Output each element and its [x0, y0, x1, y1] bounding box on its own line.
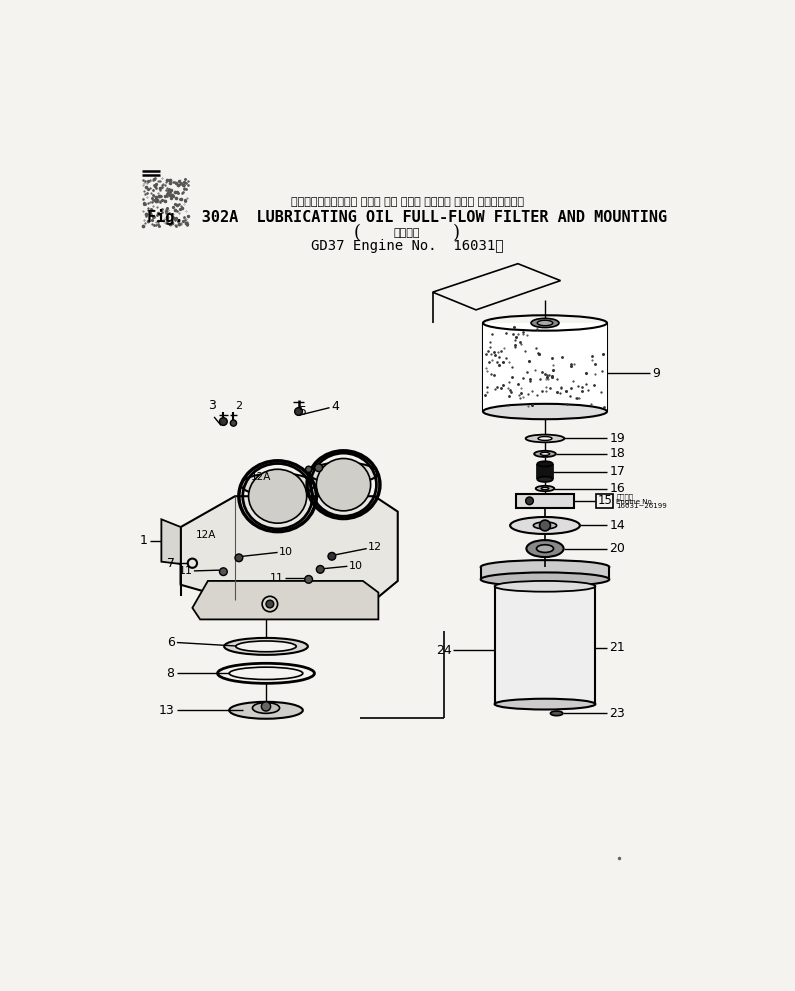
Circle shape	[304, 576, 312, 584]
Text: 12: 12	[368, 542, 382, 552]
Polygon shape	[192, 581, 378, 619]
Ellipse shape	[309, 463, 378, 484]
Text: ルーブリケーティング オイル フル フロー フィルタ および マウンティング: ルーブリケーティング オイル フル フロー フィルタ および マウンティング	[290, 197, 524, 207]
Circle shape	[328, 552, 335, 560]
Ellipse shape	[253, 703, 280, 714]
Ellipse shape	[533, 522, 556, 529]
Ellipse shape	[494, 699, 595, 710]
Text: 15: 15	[598, 495, 613, 507]
Text: 11: 11	[178, 566, 192, 576]
Bar	[494, 587, 595, 705]
Text: 19: 19	[609, 432, 625, 445]
Ellipse shape	[550, 712, 563, 716]
Circle shape	[219, 568, 227, 576]
Text: GD37 Engine No.  16031～: GD37 Engine No. 16031～	[311, 239, 503, 253]
Text: 14: 14	[609, 519, 625, 532]
Ellipse shape	[538, 437, 552, 440]
Circle shape	[295, 407, 302, 415]
Text: 7: 7	[166, 557, 175, 570]
Ellipse shape	[531, 318, 559, 328]
Circle shape	[525, 497, 533, 504]
Text: 23: 23	[609, 707, 625, 719]
Text: 9: 9	[652, 367, 660, 380]
Bar	[596, 494, 613, 507]
Ellipse shape	[224, 638, 308, 655]
Text: ): )	[452, 224, 460, 242]
Ellipse shape	[481, 560, 609, 574]
Text: 2: 2	[235, 401, 242, 411]
Text: 20: 20	[609, 542, 625, 555]
Text: 適用号機: 適用号機	[394, 228, 421, 238]
Circle shape	[231, 420, 237, 426]
Ellipse shape	[537, 320, 553, 326]
Circle shape	[219, 417, 227, 425]
Text: Engine No.: Engine No.	[616, 498, 654, 504]
Text: 8: 8	[166, 667, 175, 680]
Text: Fig.  302A  LUBRICATING OIL FULL-FLOW FILTER AND MOUNTING: Fig. 302A LUBRICATING OIL FULL-FLOW FILT…	[147, 209, 667, 226]
Text: 13: 13	[159, 704, 175, 716]
Ellipse shape	[510, 517, 580, 534]
Bar	[481, 567, 609, 580]
Text: 12A: 12A	[250, 472, 271, 482]
Polygon shape	[180, 496, 398, 601]
Ellipse shape	[481, 573, 609, 587]
Ellipse shape	[229, 667, 303, 680]
Text: 17: 17	[609, 465, 625, 478]
Ellipse shape	[534, 451, 556, 457]
Bar	[515, 494, 575, 507]
Ellipse shape	[236, 641, 297, 652]
Text: (: (	[354, 224, 361, 242]
Ellipse shape	[525, 435, 564, 442]
Bar	[537, 464, 553, 480]
Circle shape	[266, 601, 273, 607]
Text: 6: 6	[167, 636, 175, 649]
Text: 21: 21	[609, 641, 625, 654]
Ellipse shape	[241, 473, 315, 496]
Ellipse shape	[249, 470, 307, 523]
Text: 10: 10	[279, 547, 293, 557]
Text: 適用年式: 適用年式	[616, 493, 634, 499]
Text: 16: 16	[609, 482, 625, 496]
Text: 4: 4	[331, 399, 339, 412]
Circle shape	[235, 554, 242, 562]
Ellipse shape	[541, 452, 549, 456]
Text: 5: 5	[299, 405, 307, 418]
Text: 24: 24	[436, 644, 452, 657]
Ellipse shape	[229, 702, 303, 718]
Ellipse shape	[537, 461, 553, 467]
Text: 3: 3	[207, 398, 215, 412]
Circle shape	[262, 702, 270, 712]
Text: 1: 1	[140, 534, 147, 547]
Text: 12A: 12A	[196, 530, 216, 540]
Ellipse shape	[536, 486, 554, 492]
Text: 18: 18	[609, 447, 625, 461]
Ellipse shape	[537, 477, 553, 482]
Text: 11: 11	[270, 573, 284, 583]
Circle shape	[305, 466, 312, 473]
Bar	[483, 323, 607, 411]
Ellipse shape	[541, 488, 549, 490]
Circle shape	[315, 464, 323, 472]
Text: 10: 10	[349, 561, 363, 571]
Ellipse shape	[494, 581, 595, 592]
Ellipse shape	[526, 540, 564, 557]
Circle shape	[540, 520, 550, 531]
Circle shape	[316, 566, 324, 573]
Ellipse shape	[316, 459, 370, 510]
Polygon shape	[161, 519, 180, 585]
Text: 16031~26199: 16031~26199	[616, 503, 667, 509]
Ellipse shape	[537, 545, 553, 552]
Ellipse shape	[483, 403, 607, 419]
